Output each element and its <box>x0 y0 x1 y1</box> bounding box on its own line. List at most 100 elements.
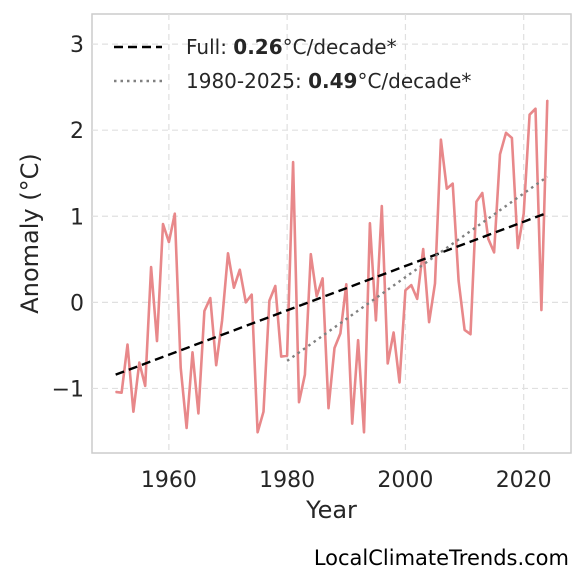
anomaly-point <box>369 222 371 224</box>
anomaly-point <box>180 367 182 369</box>
anomaly-point <box>251 294 253 296</box>
anomaly-point <box>144 385 146 387</box>
anomaly-point <box>540 309 543 311</box>
anomaly-point <box>186 427 188 429</box>
anomaly-point <box>197 412 200 415</box>
anomaly-point <box>132 411 134 413</box>
x-tick-label: 1980 <box>259 468 315 493</box>
anomaly-point <box>327 407 330 409</box>
anomaly-point <box>174 213 176 215</box>
anomaly-point <box>446 188 448 190</box>
anomaly-point <box>333 347 336 349</box>
legend-label: Full: <box>186 35 233 59</box>
legend-unit: °C/decade* <box>357 69 471 93</box>
legend-value: 0.26 <box>233 35 282 59</box>
anomaly-point <box>398 381 401 384</box>
anomaly-point <box>256 431 259 433</box>
y-tick-label: 3 <box>70 33 84 58</box>
anomaly-point <box>458 280 460 282</box>
anomaly-point <box>120 392 123 394</box>
y-axis-ticks: −1 0 1 2 3 <box>52 33 84 402</box>
anomaly-point <box>191 351 194 353</box>
anomaly-point <box>469 333 472 335</box>
y-tick-label: 0 <box>70 291 84 316</box>
legend: Full: 0.26°C/decade*1980-2025: 0.49°C/de… <box>114 35 471 93</box>
anomaly-point <box>316 295 318 297</box>
anomaly-point <box>387 362 389 365</box>
anomaly-point <box>463 329 466 331</box>
anomaly-point <box>292 161 294 163</box>
anomaly-point <box>381 205 383 207</box>
legend-unit: °C/decade* <box>283 35 397 59</box>
anomaly-point <box>298 401 300 403</box>
anomaly-point <box>239 269 241 271</box>
anomaly-point <box>126 343 129 346</box>
anomaly-point <box>215 364 217 366</box>
anomaly-point <box>227 252 229 254</box>
trend-lines <box>115 175 549 376</box>
anomaly-point <box>434 282 436 285</box>
x-tick-label: 2020 <box>496 468 552 493</box>
anomaly-point <box>209 297 211 299</box>
anomaly-point <box>475 201 477 203</box>
x-tick-label: 1960 <box>141 468 197 493</box>
x-tick-label: 2000 <box>377 468 433 493</box>
anomaly-point <box>115 391 117 393</box>
anomaly-point <box>517 247 519 249</box>
x-axis-label: Year <box>305 496 357 524</box>
y-tick-label: −1 <box>52 377 84 402</box>
anomaly-point <box>203 310 205 312</box>
anomaly-point <box>351 423 353 425</box>
anomaly-point <box>410 284 412 286</box>
anomaly-point <box>221 319 223 322</box>
trend-line-dashed <box>115 211 548 376</box>
anomaly-point <box>363 431 365 433</box>
anomaly-point <box>422 248 424 250</box>
y-tick-label: 2 <box>70 119 84 144</box>
anomaly-point <box>511 137 513 139</box>
anomaly-point <box>286 355 288 357</box>
anomaly-point <box>168 241 170 243</box>
anomaly-point <box>245 301 247 303</box>
anomaly-point <box>156 340 158 342</box>
anomaly-point <box>529 114 531 116</box>
x-axis-ticks: 1960 1980 2000 2020 <box>141 468 552 493</box>
anomaly-point <box>304 374 306 376</box>
anomaly-point <box>493 251 495 254</box>
anomaly-point <box>233 287 235 289</box>
anomaly-point <box>392 331 395 334</box>
anomaly-point <box>345 283 347 285</box>
anomaly-point <box>375 319 377 322</box>
anomaly-point <box>162 223 164 225</box>
anomaly-point <box>280 355 282 358</box>
anomaly-point <box>523 213 525 215</box>
anomaly-point <box>322 277 324 279</box>
trend-line-dotted <box>286 175 549 362</box>
anomaly-point <box>262 411 265 413</box>
anomaly-point <box>487 238 489 240</box>
anomaly-point <box>534 108 537 110</box>
anomaly-point <box>416 298 418 300</box>
anomaly-series-line <box>115 100 549 434</box>
anomaly-point <box>138 362 140 364</box>
anomaly-point <box>268 300 271 302</box>
anomaly-point <box>274 285 276 287</box>
legend-value: 0.49 <box>308 69 357 93</box>
anomaly-point <box>150 266 152 268</box>
anomaly-point <box>440 139 442 141</box>
legend-label: 1980-2025: <box>186 69 308 93</box>
anomaly-point <box>499 153 501 155</box>
legend-entry: 1980-2025: 0.49°C/decade* <box>186 69 471 93</box>
anomaly-point <box>481 192 483 194</box>
anomaly-point <box>357 339 359 341</box>
anomaly-point <box>428 321 430 323</box>
watermark: LocalClimateTrends.com <box>313 546 569 570</box>
legend-entry: Full: 0.26°C/decade* <box>186 35 397 59</box>
anomaly-point <box>339 332 341 334</box>
anomaly-point <box>310 253 312 255</box>
anomaly-point <box>546 99 548 101</box>
data-layer <box>115 99 549 434</box>
grid <box>92 14 571 453</box>
anomaly-point <box>505 132 507 134</box>
